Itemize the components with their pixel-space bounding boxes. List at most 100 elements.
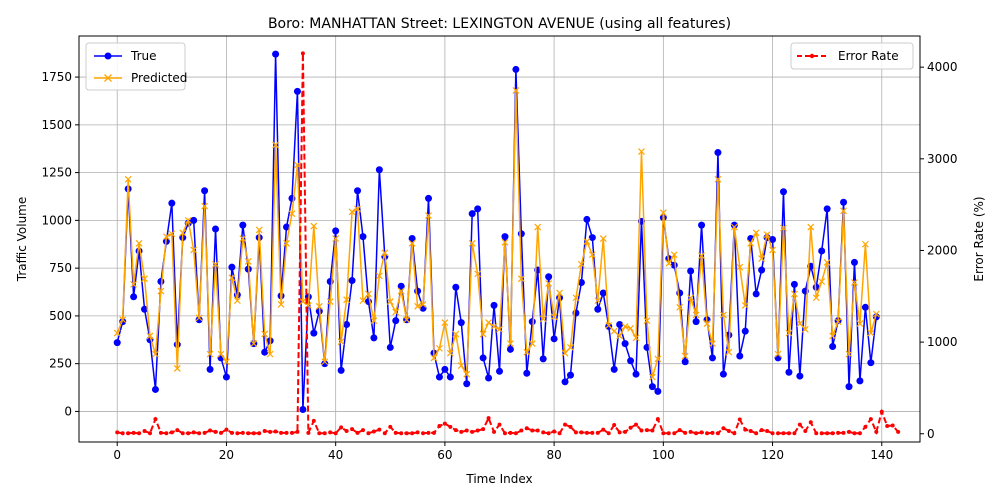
data-point-predicted <box>758 255 766 263</box>
data-point-error-rate <box>502 431 507 436</box>
data-point-true <box>151 385 159 393</box>
data-point-error-rate <box>475 428 480 433</box>
data-point-error-rate <box>612 423 617 428</box>
data-point-true <box>168 199 176 207</box>
data-point-error-rate <box>235 431 240 436</box>
x-tick-label: 80 <box>546 448 561 462</box>
y-tick-label: 1250 <box>41 166 72 180</box>
data-point-predicted <box>790 290 798 298</box>
y2-tick-label: 3000 <box>927 152 958 166</box>
data-point-predicted <box>659 209 667 217</box>
data-point-true <box>261 348 269 356</box>
data-point-true <box>206 365 214 373</box>
data-point-predicted <box>375 272 383 280</box>
data-point-predicted <box>408 239 416 247</box>
data-point-predicted <box>250 340 258 348</box>
data-point-predicted <box>714 175 722 183</box>
data-point-predicted <box>452 330 460 338</box>
data-point-predicted <box>523 348 531 356</box>
data-point-true <box>845 383 853 391</box>
data-point-predicted <box>157 287 165 295</box>
data-point-true <box>621 340 629 348</box>
data-point-true <box>627 357 635 365</box>
data-point-predicted <box>310 222 318 230</box>
data-point-predicted <box>228 274 236 282</box>
data-point-error-rate <box>344 429 349 434</box>
legend-true-marker <box>104 52 112 60</box>
data-point-error-rate <box>797 422 802 427</box>
data-point-error-rate <box>202 430 207 435</box>
data-point-true <box>506 345 514 353</box>
data-point-error-rate <box>169 430 174 435</box>
data-point-true <box>343 320 351 328</box>
data-point-true <box>239 221 247 229</box>
data-point-predicted <box>796 320 804 327</box>
data-point-true <box>736 352 744 360</box>
legend-predicted-label: Predicted <box>131 71 187 85</box>
data-point-predicted <box>299 298 307 305</box>
data-point-error-rate <box>754 431 759 436</box>
data-point-error-rate <box>115 430 120 435</box>
data-point-true <box>190 216 198 224</box>
data-point-predicted <box>763 231 771 239</box>
data-point-true <box>321 360 329 368</box>
data-point-predicted <box>670 251 678 259</box>
x-tick-label: 60 <box>437 448 452 462</box>
data-point-true <box>222 373 230 381</box>
data-point-error-rate <box>770 431 775 436</box>
legend-true-label: True <box>130 49 157 63</box>
data-point-predicted <box>485 319 493 327</box>
data-point-predicted <box>294 161 301 169</box>
data-point-predicted <box>687 294 695 302</box>
data-point-error-rate <box>377 427 382 432</box>
data-point-predicted <box>195 314 203 322</box>
data-point-error-rate <box>617 430 622 435</box>
data-point-predicted <box>392 308 400 316</box>
data-point-true <box>856 377 864 385</box>
data-point-error-rate <box>732 431 737 436</box>
data-point-predicted <box>119 316 127 324</box>
data-point-predicted <box>130 280 138 288</box>
data-point-true <box>496 367 503 375</box>
data-point-error-rate <box>355 430 360 435</box>
data-point-predicted <box>348 208 356 216</box>
data-point-error-rate <box>857 431 862 436</box>
data-point-true <box>599 289 607 297</box>
y-axis-label: Traffic Volume <box>15 197 29 283</box>
data-point-error-rate <box>453 428 458 433</box>
data-point-true <box>539 355 547 363</box>
axes: 0 20 40 60 80 100 120 140 0 250 500 750 1000 1250 1500… <box>41 60 957 462</box>
data-point-true <box>654 387 662 395</box>
data-point-error-rate <box>333 431 338 436</box>
data-point-true <box>397 282 405 290</box>
data-point-predicted <box>277 301 285 308</box>
data-point-predicted <box>446 349 454 357</box>
data-point-error-rate <box>421 431 426 436</box>
data-point-predicted <box>343 296 351 304</box>
data-point-error-rate <box>765 429 770 434</box>
data-point-predicted <box>861 240 869 248</box>
y-tick-label: 1000 <box>41 213 72 227</box>
data-point-true <box>583 215 591 223</box>
data-point-error-rate <box>896 429 901 434</box>
data-point-error-rate <box>688 429 693 434</box>
data-point-error-rate <box>360 428 365 433</box>
data-point-true <box>490 301 498 309</box>
data-point-error-rate <box>164 431 169 436</box>
data-point-true <box>545 273 553 281</box>
data-point-predicted <box>539 315 547 323</box>
data-point-predicted <box>212 260 219 268</box>
data-point-predicted <box>654 355 662 363</box>
data-point-error-rate <box>464 428 469 433</box>
data-point-predicted <box>315 302 323 310</box>
data-point-predicted <box>113 329 121 337</box>
data-point-error-rate <box>317 431 322 436</box>
data-point-error-rate <box>606 431 611 436</box>
data-point-error-rate <box>874 429 879 434</box>
data-point-true <box>812 283 820 291</box>
data-point-error-rate <box>492 429 497 434</box>
data-point-error-rate <box>175 428 180 433</box>
data-point-true <box>408 235 416 243</box>
data-point-predicted <box>681 352 689 360</box>
data-point-predicted <box>217 350 225 358</box>
